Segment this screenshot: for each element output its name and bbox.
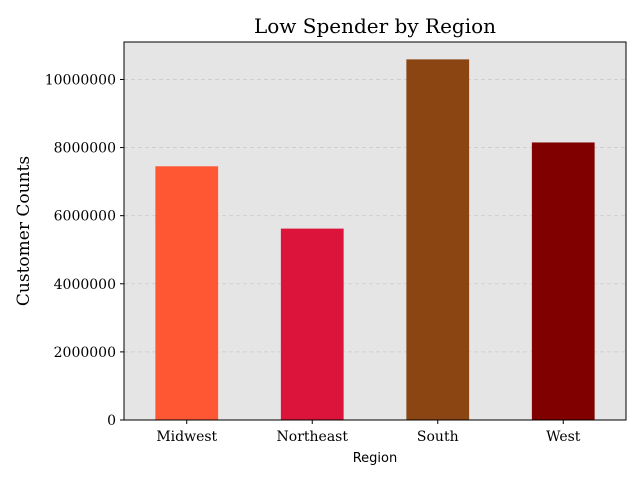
bar-south — [406, 59, 470, 421]
x-tick-label: Midwest — [156, 429, 217, 445]
y-tick-label: 8000000 — [54, 141, 116, 157]
y-tick-label: 6000000 — [54, 209, 116, 225]
x-tick-label: South — [417, 429, 459, 445]
x-tick-label: Northeast — [277, 429, 349, 445]
chart-title: Low Spender by Region — [254, 14, 496, 38]
y-tick-label: 0 — [107, 413, 116, 429]
bar-midwest — [155, 166, 219, 420]
x-axis-label: Region — [353, 451, 398, 466]
axes — [123, 41, 627, 421]
y-tick-label: 4000000 — [54, 277, 116, 293]
y-ticks: 0 2000000 4000000 6000000 8000000 10000000 — [45, 72, 124, 429]
y-axis-label: Customer Counts — [14, 156, 34, 306]
x-tick-label: West — [546, 429, 581, 445]
y-tick-label: 10000000 — [45, 72, 116, 88]
x-ticks: Midwest Northeast South West — [156, 420, 581, 445]
y-tick-label: 2000000 — [54, 345, 116, 361]
plot-frame — [123, 41, 627, 421]
bar-west — [531, 142, 595, 420]
bar-northeast — [280, 228, 344, 420]
bars — [155, 59, 595, 421]
